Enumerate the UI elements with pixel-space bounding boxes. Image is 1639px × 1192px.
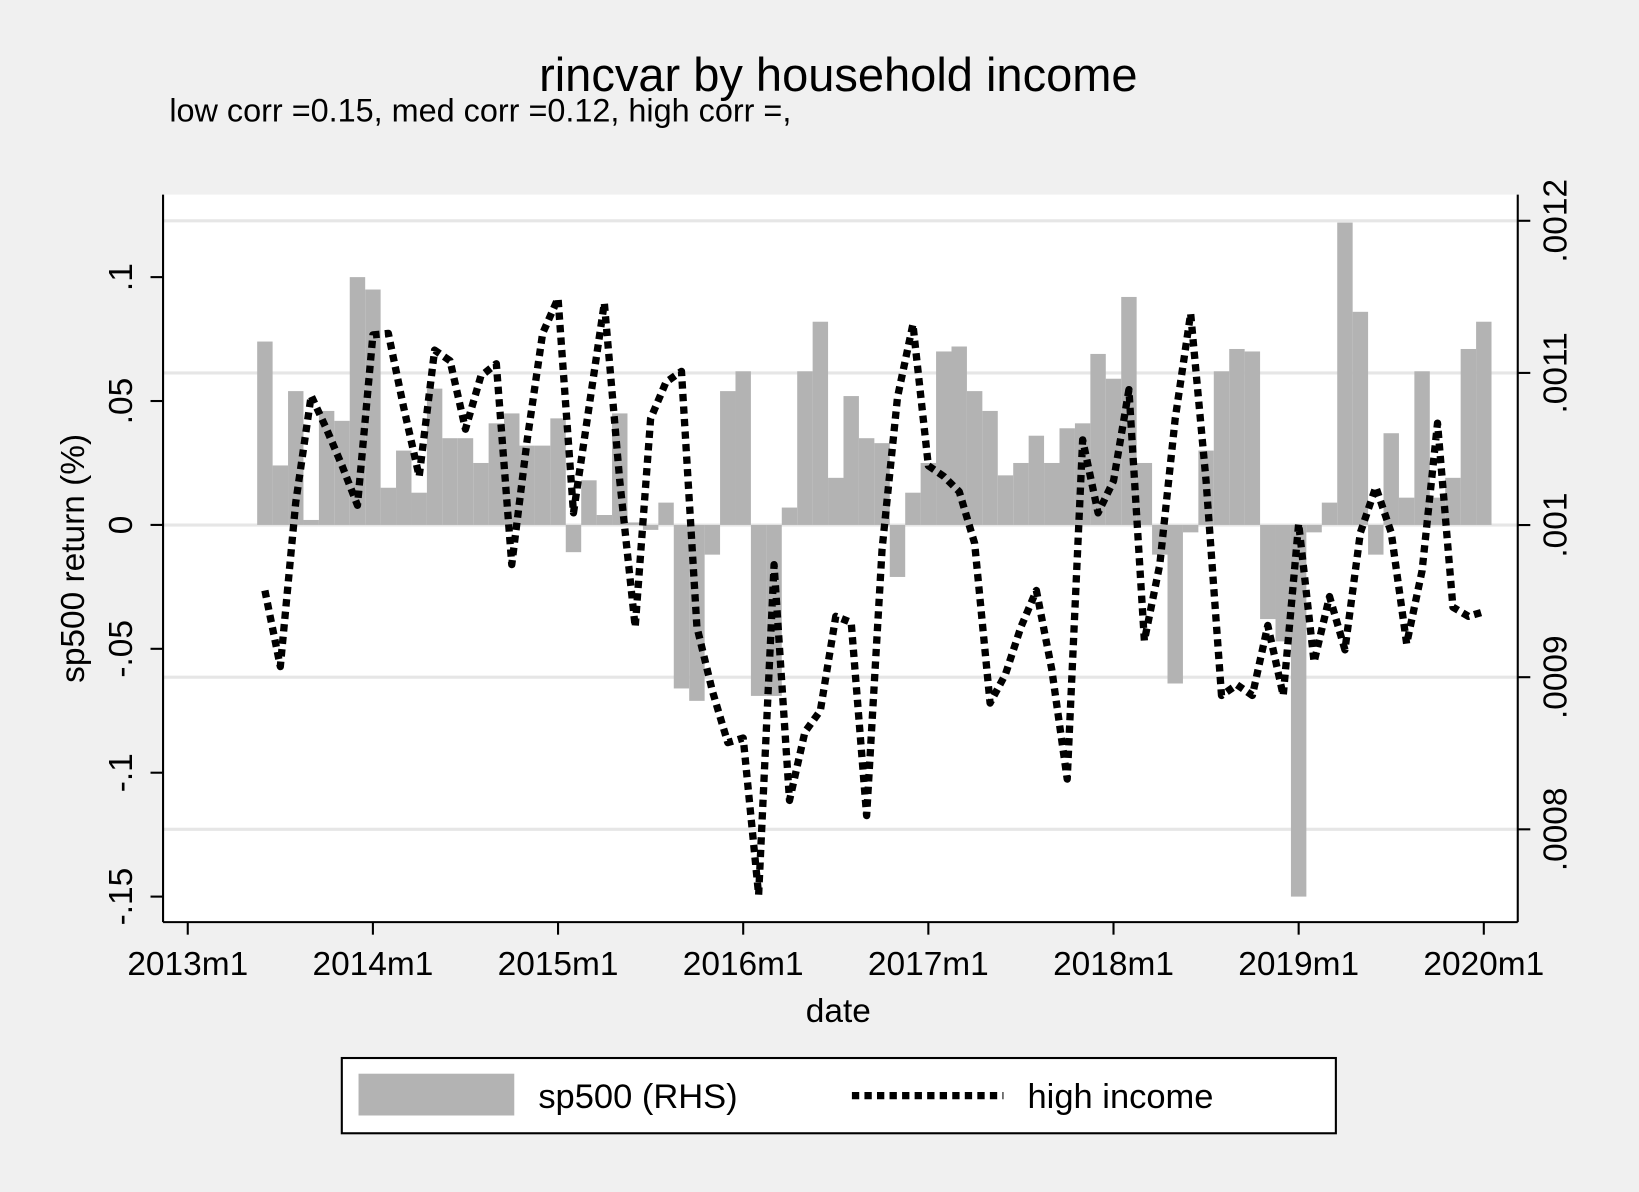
bar	[797, 371, 813, 525]
bar	[1059, 428, 1075, 525]
bar	[365, 289, 381, 525]
chart-subtitle: low corr =0.15, med corr =0.12, high cor…	[169, 93, 791, 129]
bar	[951, 346, 967, 525]
bar	[349, 277, 366, 525]
bar	[750, 524, 767, 696]
x-tick-label: 2018m1	[1053, 946, 1174, 983]
bar	[411, 492, 427, 525]
bar	[380, 487, 397, 525]
bar	[581, 480, 597, 525]
bar	[997, 475, 1014, 525]
x-tick-label: 2013m1	[127, 946, 248, 983]
bar	[858, 438, 875, 525]
bar	[843, 396, 859, 525]
bar	[1198, 450, 1214, 525]
y2-tick-label: .0009	[1537, 635, 1574, 719]
bar	[1429, 497, 1446, 525]
bar	[1044, 462, 1060, 525]
x-tick-label: 2014m1	[312, 946, 433, 983]
bar	[812, 321, 829, 525]
y-axis-label: sp500 return (%)	[55, 434, 92, 683]
bar	[1167, 524, 1183, 684]
bar	[658, 502, 674, 525]
bar	[936, 351, 952, 525]
x-tick-label: 2017m1	[868, 946, 989, 983]
bar	[488, 423, 505, 525]
bar	[272, 465, 289, 525]
bar	[1321, 502, 1338, 525]
bar	[426, 388, 443, 525]
bar	[1290, 524, 1307, 897]
y-tick-label: 0	[103, 516, 140, 535]
bar	[303, 519, 319, 525]
bar	[642, 524, 659, 530]
y2-tick-label: .0008	[1537, 787, 1574, 871]
bar	[1368, 524, 1384, 555]
bar	[1152, 524, 1168, 555]
bar	[982, 410, 998, 525]
x-tick-label: 2015m1	[498, 946, 619, 983]
bar	[920, 462, 937, 525]
bar	[1229, 348, 1245, 525]
bar	[1398, 497, 1415, 525]
bar	[1460, 348, 1477, 525]
bar	[1260, 524, 1276, 620]
bar	[1337, 222, 1353, 525]
bar	[1383, 433, 1399, 525]
chart-title: rincvar by household income	[539, 48, 1137, 101]
bar	[905, 492, 921, 525]
y-tick-label: -.05	[103, 620, 140, 678]
bar	[966, 391, 983, 525]
y-tick-label: -.15	[103, 868, 140, 926]
bar	[457, 438, 474, 525]
bar	[1275, 524, 1291, 642]
bar	[596, 515, 613, 525]
x-axis-label: date	[806, 993, 871, 1030]
bar	[396, 450, 412, 525]
x-tick-label: 2019m1	[1238, 946, 1359, 983]
y2-tick-label: .0012	[1537, 179, 1574, 263]
bar	[889, 524, 906, 577]
bar	[550, 418, 566, 525]
bar	[1090, 353, 1106, 525]
legend-label: sp500 (RHS)	[538, 1078, 737, 1116]
bar	[1352, 311, 1369, 525]
bar	[1414, 371, 1430, 525]
bar	[1476, 321, 1492, 525]
bar	[1136, 462, 1153, 525]
bar	[534, 445, 551, 525]
bar	[1244, 351, 1261, 525]
bar	[1182, 524, 1199, 533]
bar	[781, 507, 798, 525]
bar	[1028, 435, 1045, 525]
bar	[473, 462, 489, 525]
bar	[627, 522, 643, 525]
x-tick-label: 2016m1	[683, 946, 804, 983]
y2-tick-label: .001	[1537, 493, 1574, 558]
x-tick-label: 2020m1	[1423, 946, 1544, 983]
bar	[257, 341, 273, 525]
bar	[720, 391, 736, 525]
bar	[565, 524, 582, 553]
bar	[1213, 371, 1230, 525]
bar	[828, 477, 844, 525]
bar	[704, 524, 721, 555]
legend-label: high income	[1028, 1078, 1214, 1116]
y-tick-label: .1	[103, 263, 140, 291]
bar	[504, 413, 520, 525]
y2-tick-label: .0011	[1537, 332, 1574, 413]
bar	[673, 524, 690, 689]
bar	[735, 371, 751, 525]
legend-swatch	[358, 1073, 515, 1116]
bar	[318, 410, 335, 525]
bar	[1306, 524, 1322, 533]
bar	[1445, 477, 1461, 525]
y-tick-label: .05	[103, 378, 140, 424]
bar	[1013, 462, 1029, 525]
plot	[163, 219, 1518, 899]
y-tick-label: -.1	[103, 753, 140, 792]
bar	[442, 438, 458, 525]
